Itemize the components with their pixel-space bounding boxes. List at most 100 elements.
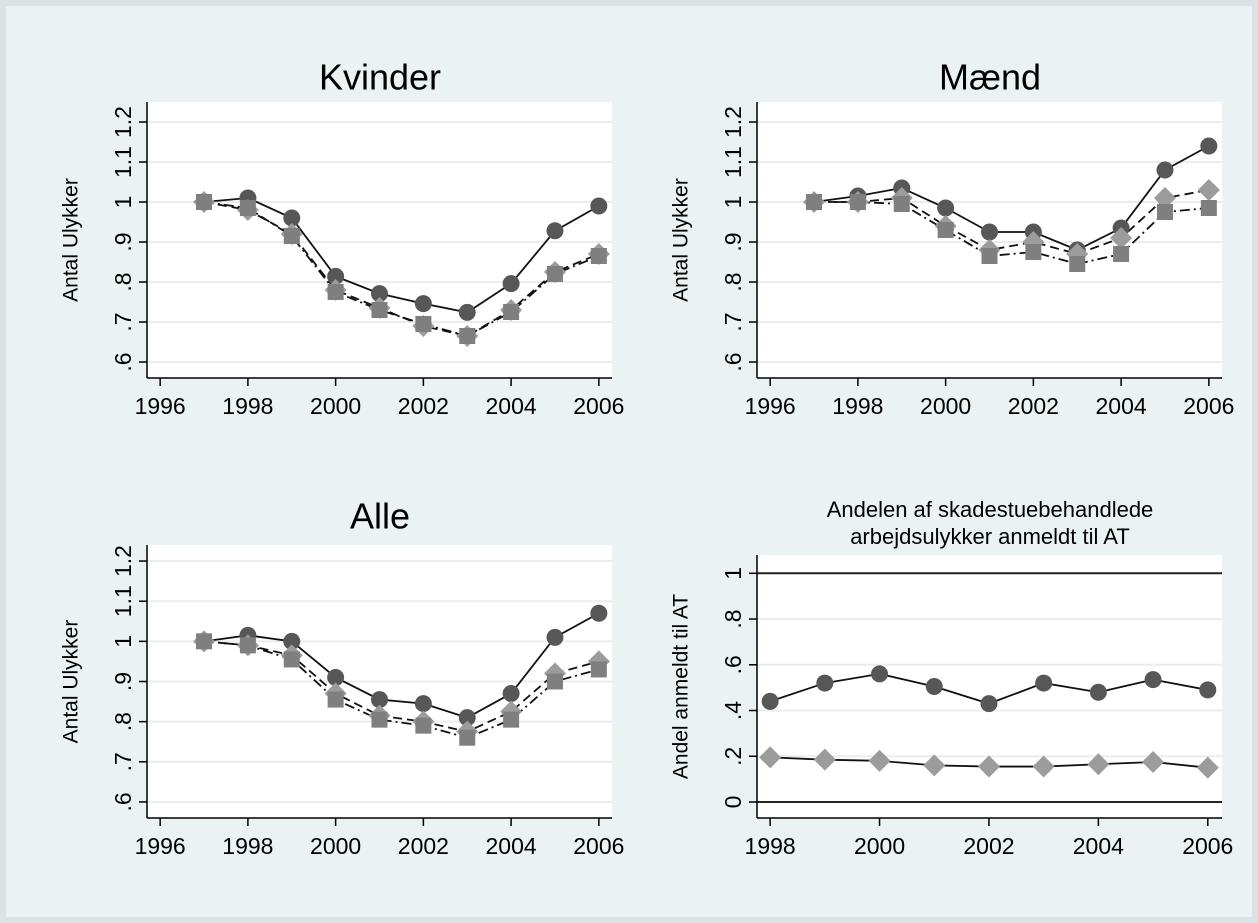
point: [546, 673, 563, 690]
point: [414, 295, 432, 313]
x-tick-label: 2006: [1182, 833, 1233, 859]
point: [1032, 755, 1055, 778]
y-tick-label: .6: [720, 352, 746, 371]
point: [503, 711, 520, 728]
point: [458, 709, 476, 727]
y-axis-label: Antal Ulykker: [60, 178, 83, 302]
point: [590, 604, 608, 622]
y-tick-label: 1.1: [720, 146, 746, 178]
point: [893, 196, 910, 212]
point: [283, 228, 300, 244]
point: [371, 285, 388, 303]
x-tick-label: 2006: [573, 833, 624, 859]
x-tick-label: 2000: [854, 833, 905, 859]
point: [981, 248, 998, 264]
point: [502, 685, 520, 703]
y-tick-label: 1.1: [110, 585, 136, 617]
x-tick-label: 2002: [1008, 393, 1059, 419]
point: [459, 328, 476, 344]
point: [502, 275, 520, 293]
point: [546, 628, 564, 646]
y-tick-label: .2: [720, 747, 746, 766]
y-tick-label: 1: [110, 196, 136, 209]
series-line: [203, 197, 600, 314]
chart-title: Alle: [350, 496, 410, 537]
x-tick-label: 2004: [1096, 393, 1147, 419]
x-tick-label: 2000: [920, 393, 971, 419]
point: [806, 194, 823, 210]
point: [759, 746, 782, 769]
point: [283, 651, 300, 668]
series-line: [203, 201, 600, 337]
point: [1110, 227, 1133, 249]
point: [196, 194, 213, 210]
chart-title: Andelen af skadestuebehandlede: [827, 497, 1154, 522]
y-tick-label: 1.1: [110, 146, 136, 178]
series-line: [203, 612, 600, 719]
point: [981, 223, 998, 241]
x-tick-label: 1996: [135, 833, 186, 859]
y-tick-label: 1: [720, 196, 746, 209]
x-tick-label: 2000: [310, 833, 361, 859]
point: [1035, 674, 1053, 692]
point: [849, 194, 866, 210]
point: [546, 222, 564, 240]
y-tick-label: .9: [110, 672, 136, 691]
y-tick-label: .6: [720, 655, 746, 674]
x-tick-label: 1998: [222, 393, 273, 419]
point: [459, 729, 476, 746]
y-tick-label: .7: [110, 312, 136, 331]
series-line: [814, 201, 1209, 265]
point: [371, 711, 388, 728]
point: [239, 637, 256, 654]
point: [1196, 756, 1219, 779]
y-tick-label: .7: [720, 312, 746, 331]
y-tick-label: .7: [110, 752, 136, 771]
series-line: [203, 640, 600, 733]
point: [590, 661, 607, 678]
series-line: [813, 145, 1210, 251]
plot-area: [147, 102, 612, 378]
point: [327, 267, 345, 285]
y-tick-label: .8: [110, 712, 136, 731]
chart-title: arbejdsulykker anmeldt til AT: [850, 524, 1130, 549]
x-tick-label: 2004: [486, 833, 537, 859]
y-tick-label: .6: [110, 352, 136, 371]
chart-title: Mænd: [939, 57, 1041, 98]
y-tick-label: .9: [110, 232, 136, 251]
point: [761, 692, 779, 710]
point: [1089, 683, 1107, 701]
point: [327, 691, 344, 708]
point: [816, 674, 834, 692]
point: [1156, 161, 1174, 179]
point: [415, 717, 432, 734]
point: [1197, 179, 1220, 201]
x-tick-label: 2004: [1073, 833, 1124, 859]
point: [590, 197, 608, 215]
x-tick-label: 1998: [745, 833, 796, 859]
y-tick-label: .4: [720, 701, 746, 720]
point: [327, 284, 344, 300]
point: [1200, 137, 1218, 155]
x-tick-label: 2006: [1183, 393, 1234, 419]
point: [1113, 246, 1130, 262]
y-axis-label: Antal Ulykker: [60, 620, 83, 744]
x-tick-label: 2002: [398, 833, 449, 859]
point: [923, 754, 946, 777]
point: [980, 695, 998, 713]
y-tick-label: 1: [110, 635, 136, 648]
y-tick-label: 1.2: [720, 106, 746, 138]
point: [1069, 256, 1086, 272]
point: [327, 668, 345, 686]
x-tick-label: 1998: [222, 833, 273, 859]
point: [925, 678, 943, 695]
y-tick-label: .8: [720, 272, 746, 291]
point: [283, 632, 301, 650]
point: [371, 691, 388, 709]
y-tick-label: 0: [720, 796, 746, 809]
point: [977, 755, 1000, 778]
x-tick-label: 1996: [135, 393, 186, 419]
series-line: [203, 201, 600, 337]
point: [414, 695, 432, 713]
